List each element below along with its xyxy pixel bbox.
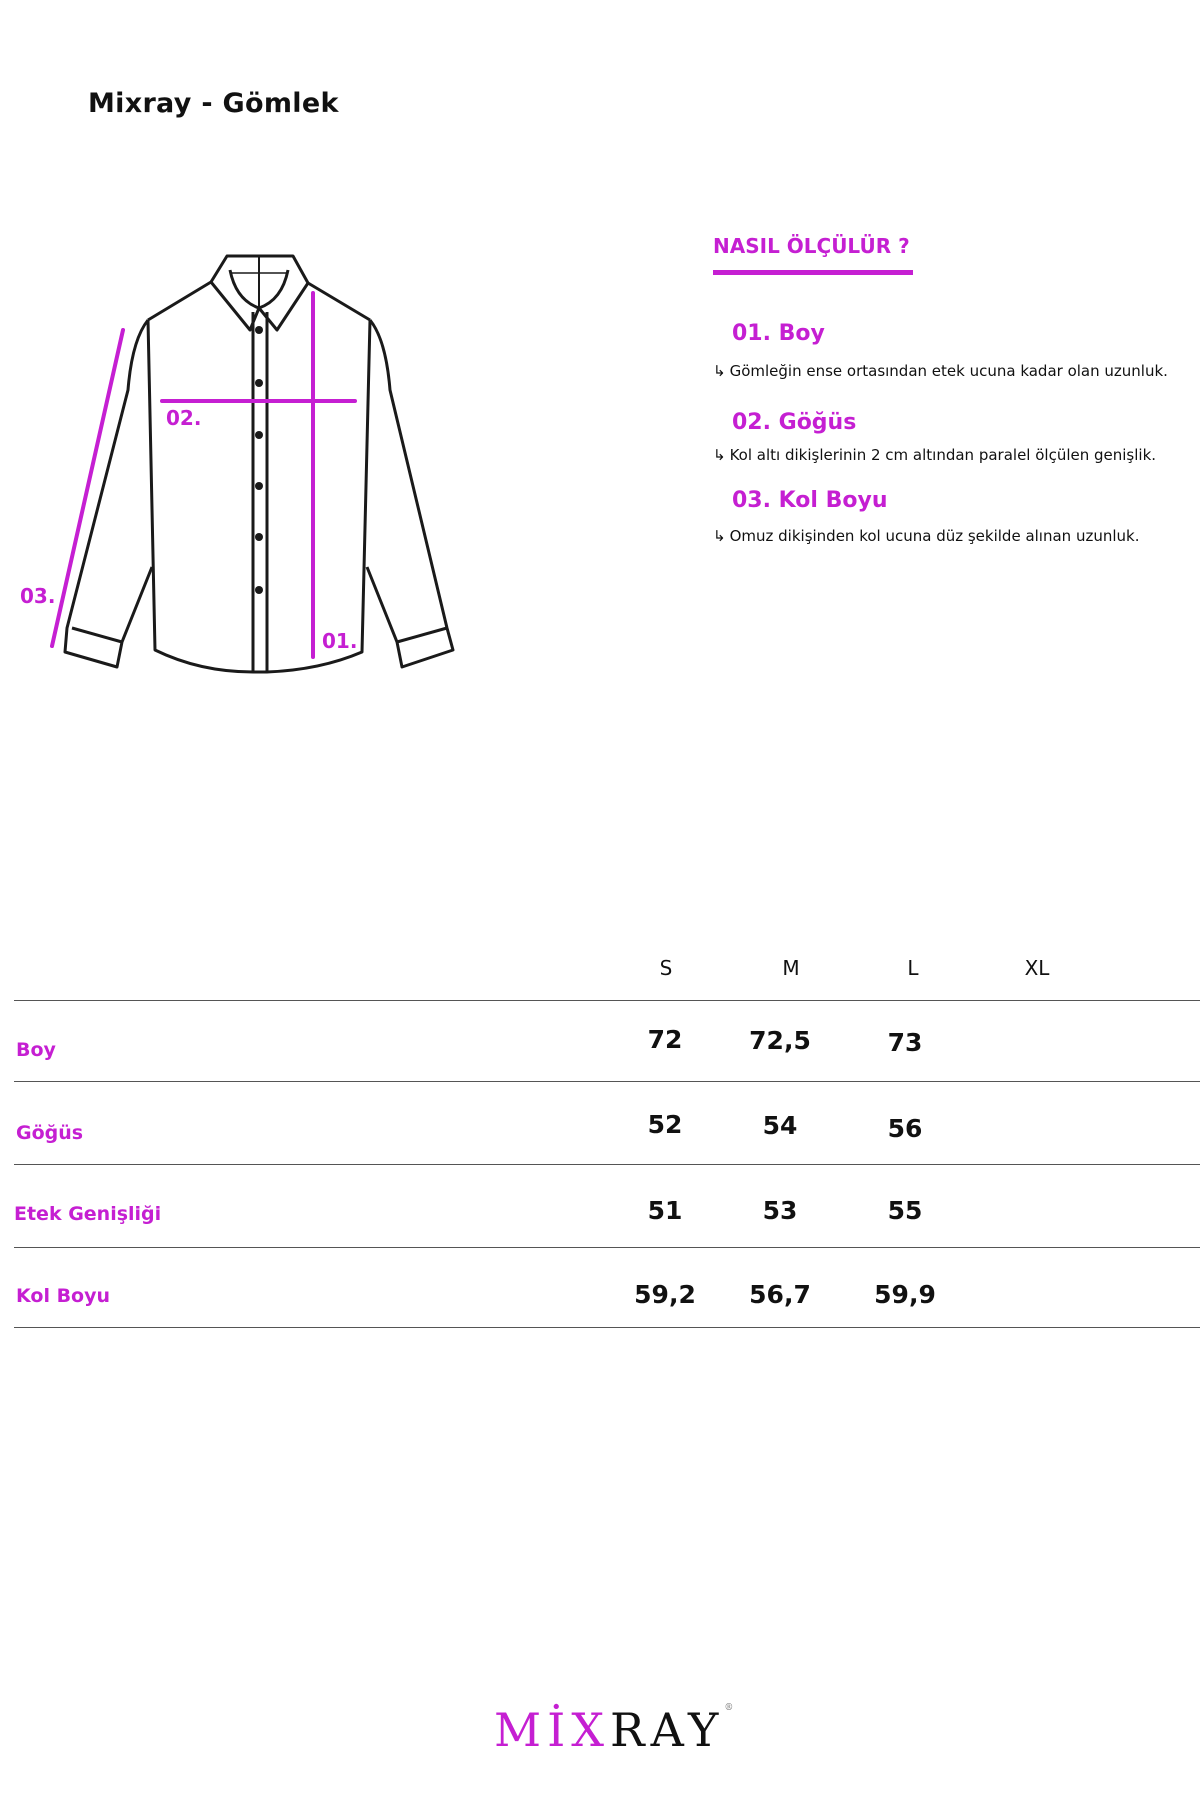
buttons [255, 326, 263, 594]
cell: 59,9 [874, 1280, 936, 1309]
row-label-kol-boyu: Kol Boyu [16, 1285, 111, 1307]
arrow-icon: ↳ [713, 446, 726, 464]
divider [14, 1000, 1200, 1001]
howto-desc-text: Omuz dikişinden kol ucuna düz şekilde al… [729, 527, 1140, 545]
divider [14, 1247, 1200, 1248]
howto-title: NASIL ÖLÇÜLÜR ? [713, 234, 910, 258]
howto-underline [713, 270, 913, 275]
howto-desc-text: Gömleğin ense ortasından etek ucuna kada… [729, 362, 1168, 380]
button-icon [255, 533, 263, 541]
cell: 72,5 [749, 1026, 811, 1055]
button-icon [255, 482, 263, 490]
logo-mix: MİX [494, 1703, 611, 1757]
howto-item-title: 03. Kol Boyu [732, 488, 888, 513]
cell: 53 [762, 1196, 798, 1225]
shirt-outline [63, 254, 455, 674]
column-header-s: S [659, 956, 673, 980]
brand-logo: MİXRAY® [494, 1703, 733, 1757]
howto-item-desc: ↳ Gömleğin ense ortasından etek ucuna kad… [713, 362, 1168, 380]
cell: 54 [762, 1111, 798, 1140]
button-icon [255, 379, 263, 387]
howto-item-desc: ↳ Kol altı dikişlerinin 2 cm altından par… [713, 446, 1156, 464]
chest-label: 02. [166, 406, 201, 430]
cell: 52 [647, 1110, 683, 1139]
button-icon [255, 431, 263, 439]
column-header-l: L [907, 956, 919, 980]
length-label: 01. [322, 629, 357, 653]
registered-mark: ® [724, 1703, 734, 1713]
divider [14, 1327, 1200, 1328]
button-icon [255, 586, 263, 594]
logo-ray: RAY [610, 1703, 725, 1757]
button-icon [255, 326, 263, 334]
cell: 56 [887, 1114, 923, 1143]
column-header-m: M [782, 956, 800, 980]
page-title: Mixray - Gömlek [88, 88, 339, 119]
cell: 73 [887, 1028, 923, 1057]
cell: 51 [647, 1196, 683, 1225]
howto-item-desc: ↳ Omuz dikişinden kol ucuna düz şekilde a… [713, 527, 1139, 545]
divider [14, 1164, 1200, 1165]
cell: 56,7 [749, 1280, 811, 1309]
howto-desc-text: Kol altı dikişlerinin 2 cm altından para… [729, 446, 1157, 464]
cell: 55 [887, 1196, 923, 1225]
sleeve-measure-line [50, 328, 125, 648]
arrow-icon: ↳ [713, 362, 726, 380]
arrow-icon: ↳ [713, 527, 726, 545]
cell: 72 [647, 1025, 683, 1054]
howto-item-title: 01. Boy [732, 321, 825, 346]
divider [14, 1081, 1200, 1082]
sleeve-label: 03. [20, 584, 55, 608]
shirt-measurement-diagram: 02. 01. 03. [20, 254, 455, 674]
cell: 59,2 [634, 1280, 696, 1309]
howto-item-title: 02. Göğüs [732, 410, 857, 435]
column-header-xl: XL [1024, 956, 1050, 980]
row-label-etek-genisligi: Etek Genişliği [14, 1203, 162, 1225]
row-label-gogus: Göğüs [16, 1122, 84, 1144]
row-label-boy: Boy [16, 1039, 56, 1061]
